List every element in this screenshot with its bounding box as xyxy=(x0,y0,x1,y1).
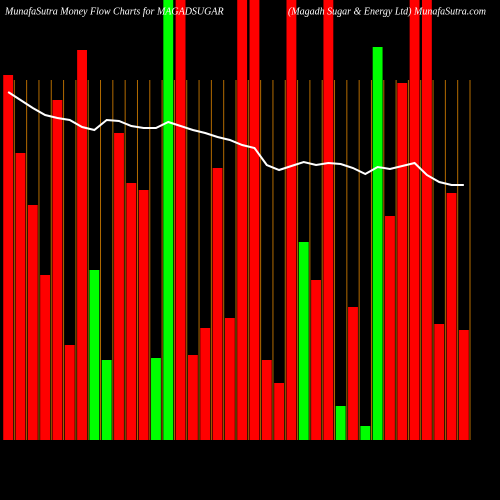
bar xyxy=(101,360,112,440)
bar xyxy=(224,318,235,440)
bar xyxy=(335,406,346,440)
bar xyxy=(187,355,198,440)
bar xyxy=(421,0,432,440)
bar xyxy=(89,270,100,440)
bar xyxy=(372,47,383,440)
bar xyxy=(64,345,75,440)
bar xyxy=(237,0,248,440)
money-flow-line xyxy=(7,91,464,186)
bar xyxy=(348,307,358,440)
bar xyxy=(249,0,260,440)
bar xyxy=(3,75,14,440)
bar xyxy=(286,0,297,440)
bar xyxy=(397,83,408,440)
bar xyxy=(274,383,285,440)
bar xyxy=(212,168,223,440)
bar xyxy=(114,133,124,440)
chart-subtitle: (Magadh Sugar & Energy Ltd) MunafaSutra.… xyxy=(288,6,486,17)
bar xyxy=(385,216,395,440)
bar xyxy=(77,50,87,440)
bar xyxy=(311,280,321,440)
bar xyxy=(261,360,272,440)
bar xyxy=(323,0,334,440)
bar xyxy=(15,153,26,440)
bar xyxy=(52,100,63,440)
bar xyxy=(40,275,51,440)
bar xyxy=(27,205,38,440)
bar xyxy=(126,183,137,440)
bar xyxy=(409,0,420,440)
bar xyxy=(458,330,469,440)
bar xyxy=(151,358,161,440)
bar xyxy=(163,0,174,440)
bar xyxy=(446,193,457,440)
bar xyxy=(200,328,211,440)
bar xyxy=(298,242,309,440)
bar xyxy=(175,0,186,440)
bar xyxy=(434,324,445,440)
bar xyxy=(360,426,371,440)
bar xyxy=(138,190,149,440)
chart-title: MunafaSutra Money Flow Charts for MAGADS… xyxy=(4,6,224,17)
